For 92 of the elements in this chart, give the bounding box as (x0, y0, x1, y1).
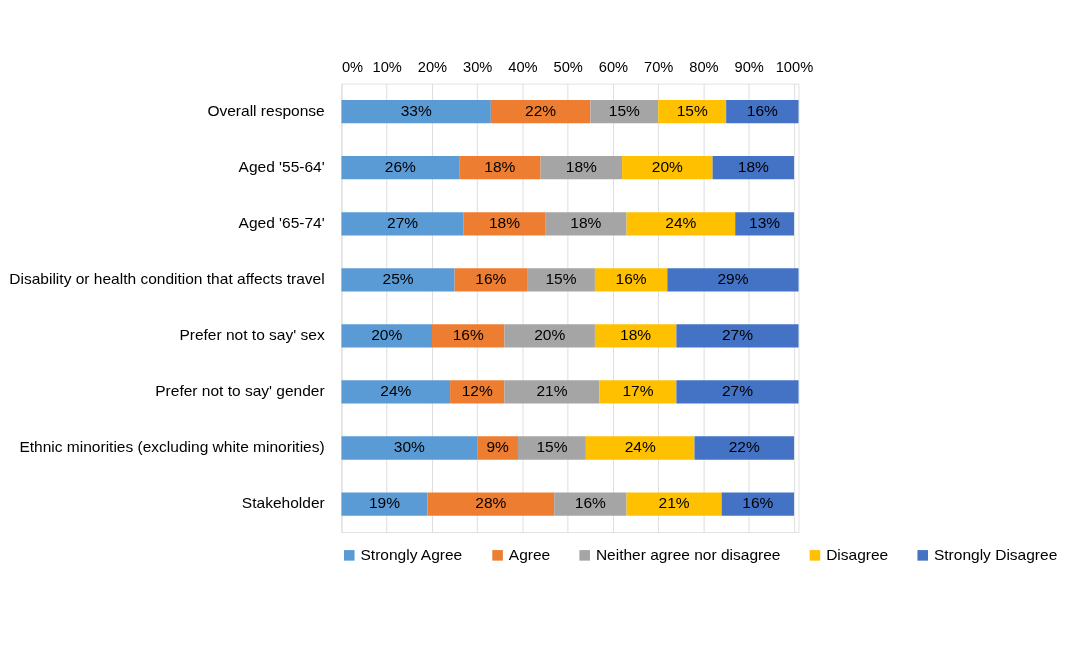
data-label: 15% (545, 270, 577, 288)
x-tick-label: 70% (644, 59, 674, 75)
data-label: 20% (371, 326, 403, 344)
bar (667, 268, 799, 292)
data-label: 18% (737, 158, 770, 176)
bar (341, 380, 451, 404)
y-tick-label: Aged '65-74' (238, 214, 325, 232)
x-tick-label: 10% (372, 59, 402, 75)
bar (341, 268, 455, 292)
bar (427, 492, 555, 516)
bar (517, 436, 586, 460)
bar (432, 324, 505, 348)
data-label: 18% (488, 214, 521, 232)
y-tick-label: Disability or health condition that affects travel (9, 270, 325, 288)
data-label: 33% (400, 101, 432, 119)
data-label: 28% (475, 494, 507, 512)
data-label: 16% (742, 494, 774, 512)
bar (490, 100, 591, 124)
data-label: 26% (384, 158, 417, 176)
bar (504, 380, 600, 404)
data-label: 27% (721, 382, 754, 400)
legend-label: Agree (508, 545, 551, 563)
y-tick-label: Overall response (207, 101, 325, 119)
data-label: 9% (486, 438, 510, 456)
data-label: 18% (484, 158, 516, 176)
data-label: 24% (665, 214, 697, 232)
bar (341, 212, 464, 236)
bar (721, 492, 795, 516)
x-tick-label: 40% (508, 59, 538, 75)
x-tick-label: 80% (689, 59, 719, 75)
legend-label: Strongly Disagree (933, 545, 1058, 563)
data-label: 15% (608, 101, 641, 119)
data-label: 13% (749, 214, 781, 232)
x-tick-label: 20% (417, 59, 448, 75)
x-tick-label: 60% (598, 59, 629, 75)
bar (676, 324, 799, 348)
data-label: 15% (676, 101, 708, 119)
data-label: 21% (536, 382, 568, 400)
y-tick-label: Stakeholder (241, 494, 325, 512)
bar (545, 212, 627, 236)
data-label: 25% (382, 270, 414, 288)
data-label: 20% (534, 326, 566, 344)
data-label: 30% (393, 438, 426, 456)
data-label: 18% (565, 158, 598, 176)
data-label: 22% (728, 438, 760, 456)
bar (459, 156, 541, 180)
data-label: 18% (620, 326, 652, 344)
bar (341, 156, 460, 180)
bar (676, 380, 799, 404)
data-label: 16% (475, 270, 507, 288)
legend-label: Strongly Agree (360, 545, 463, 563)
data-label: 29% (717, 270, 749, 288)
data-label: 16% (574, 494, 607, 512)
y-tick-label: Ethnic minorities (excluding white minorities) (19, 438, 325, 456)
legend-label: Disagree (826, 545, 889, 563)
x-tick-label: 90% (734, 59, 764, 75)
data-label: 21% (658, 494, 690, 512)
data-label: 18% (570, 214, 602, 232)
bar (341, 436, 478, 460)
data-label: 16% (746, 101, 779, 119)
data-label: 27% (387, 214, 419, 232)
bar (626, 492, 722, 516)
bar (341, 100, 491, 124)
data-label: 12% (461, 382, 493, 400)
x-tick-label: 50% (553, 59, 583, 75)
data-label: 16% (615, 270, 647, 288)
bar (554, 492, 627, 516)
data-label: 16% (452, 326, 484, 344)
data-label: 24% (380, 382, 412, 400)
data-label: 27% (721, 326, 754, 344)
bar (594, 324, 677, 348)
x-tick-label: 0% (341, 59, 364, 75)
bar (341, 492, 428, 516)
bar (622, 156, 713, 180)
legend-label: Neither agree nor disagree (595, 545, 781, 563)
bar (341, 324, 433, 348)
data-label: 15% (536, 438, 568, 456)
data-label: 19% (368, 494, 401, 512)
data-label: 22% (525, 101, 557, 119)
bar (504, 324, 595, 348)
bar (694, 436, 795, 460)
bar (626, 212, 736, 236)
y-tick-label: Aged '55-64' (238, 158, 325, 176)
x-tick-label: 30% (463, 59, 493, 75)
x-tick-label: 100% (775, 59, 814, 75)
bar (585, 436, 695, 460)
y-tick-label: Prefer not to say' gender (155, 382, 325, 400)
data-label: 24% (624, 438, 656, 456)
data-label: 20% (651, 158, 684, 176)
bar (599, 380, 677, 404)
data-label: 17% (622, 382, 654, 400)
y-tick-label: Prefer not to say' sex (179, 326, 325, 344)
